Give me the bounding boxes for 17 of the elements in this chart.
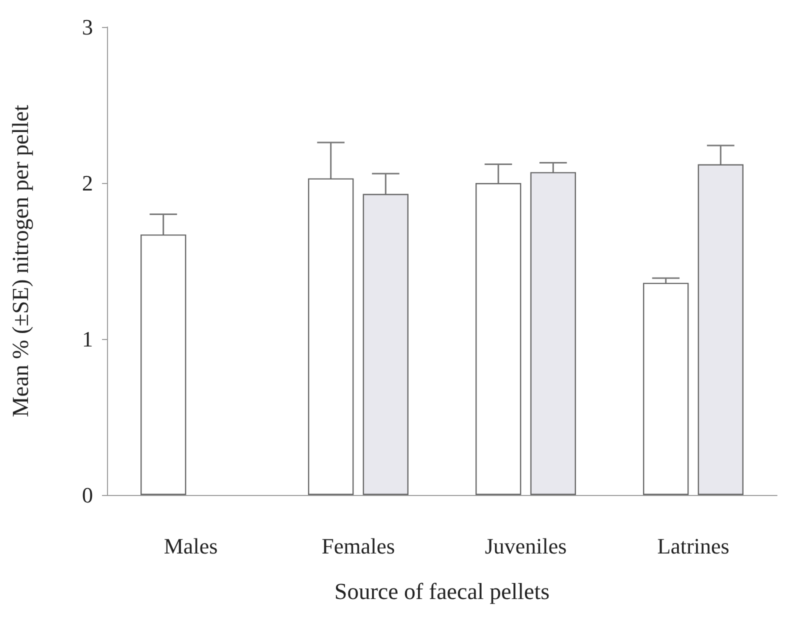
x-tick-label: Males: [164, 534, 218, 558]
bar: [476, 183, 522, 495]
y-tick-label: 0: [82, 482, 93, 508]
y-axis-title: Mean % (±SE) nitrogen per pellet: [8, 104, 33, 418]
bar: [362, 194, 408, 495]
x-tick-label: Latrines: [657, 534, 730, 558]
x-tick-label: Juveniles: [484, 534, 567, 558]
bar: [308, 178, 354, 495]
y-tick-label: 3: [82, 14, 93, 40]
bar: [530, 172, 576, 495]
bar: [643, 282, 689, 495]
x-axis-title: Source of faecal pellets: [334, 579, 550, 604]
y-tick-label: 1: [82, 326, 93, 352]
bar: [698, 164, 744, 495]
bar: [140, 234, 186, 495]
x-tick-label: Females: [322, 534, 395, 558]
y-tick-label: 2: [82, 170, 93, 196]
